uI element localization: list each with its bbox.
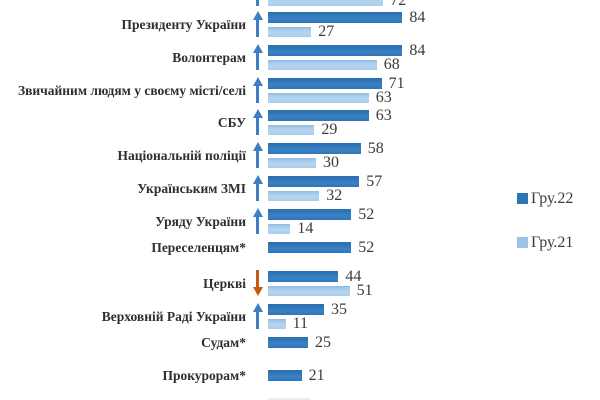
- trend-up-icon: [252, 303, 264, 330]
- cutoff-bar-sliver: [268, 398, 310, 400]
- bar-dec22: [268, 12, 403, 23]
- bar-value-dec22: 35: [331, 300, 347, 318]
- bar-dec22: [268, 242, 352, 253]
- bar-dec22: [268, 143, 361, 154]
- category-label: Національній поліції: [117, 148, 246, 163]
- bar-value-dec22: 52: [358, 238, 375, 256]
- bar-dec21: [268, 60, 377, 70]
- bar-dec22: [268, 176, 360, 187]
- trend-up-icon: [252, 44, 264, 71]
- bar-value-dec22: 57: [366, 172, 383, 190]
- legend-swatch-dec21: [517, 237, 528, 248]
- bar-value-dec22: 52: [358, 205, 375, 223]
- bar-value-dec21: 27: [318, 23, 335, 40]
- bar-value-dec21: 32: [326, 187, 343, 204]
- category-label: Верховній Раді України: [101, 309, 246, 324]
- bar-dec21: [268, 191, 320, 201]
- legend-label-dec21: Гру.21: [531, 234, 574, 251]
- bar-value-dec22: 21: [308, 366, 325, 384]
- bar-value-dec22: 25: [315, 333, 331, 351]
- category-label: Церкві: [203, 276, 246, 291]
- bar-value-dec21: 63: [375, 89, 392, 106]
- bar-dec22: [268, 209, 352, 220]
- bar-value-dec21: 11: [292, 315, 308, 332]
- bar-dec21: [268, 224, 291, 234]
- bar-dec22: [268, 337, 308, 348]
- bar-dec22: [268, 370, 302, 381]
- bar-dec21: [268, 0, 384, 6]
- trend-up-icon: [252, 109, 264, 136]
- trend-up-icon: [252, 175, 264, 202]
- category-label: Українським ЗМІ: [137, 181, 246, 196]
- bar-dec21: [268, 286, 350, 296]
- bar-value-dec21: 72: [390, 0, 407, 9]
- category-label: Уряду України: [155, 214, 246, 229]
- trend-down-icon: [252, 270, 264, 297]
- category-label: Прокурорам*: [162, 367, 246, 383]
- bar-dec21: [268, 125, 315, 135]
- trend-up-icon: [252, 77, 264, 104]
- bar-value-dec21: 29: [321, 121, 338, 138]
- legend-swatch-dec22: [517, 193, 528, 204]
- bar-dec21: [268, 158, 316, 168]
- bar-dec21: [268, 93, 369, 103]
- category-label: Волонтерам: [172, 50, 246, 65]
- bar-dec22: [268, 271, 339, 282]
- trend-up-icon: [252, 11, 264, 38]
- bar-value-dec22: 84: [409, 41, 426, 59]
- bar-value-dec21: 51: [356, 282, 373, 299]
- bar-value-dec22: 44: [345, 267, 362, 285]
- bar-dec22: [268, 304, 324, 315]
- category-label: СБУ: [217, 115, 246, 130]
- category-label: Звичайним людям у своєму місті/селі: [17, 83, 246, 98]
- legend-label-dec22: Гру.22: [531, 190, 574, 207]
- bar-dec21: [268, 27, 312, 37]
- category-label: Переселенцям*: [151, 239, 246, 255]
- trend-up-icon: [252, 208, 264, 235]
- bar-dec22: [268, 78, 382, 89]
- bar-value-dec22: 63: [375, 106, 392, 124]
- category-label: Президенту України: [121, 17, 246, 32]
- bar-dec22: [268, 110, 369, 121]
- bar-value-dec22: 84: [409, 8, 426, 26]
- bar-value-dec21: 14: [297, 220, 314, 237]
- trend-up-icon: [252, 142, 264, 169]
- category-label: Судам*: [201, 334, 246, 350]
- bar-dec22: [268, 45, 403, 56]
- bar-value-dec21: 30: [323, 154, 339, 171]
- bar-value-dec22: 71: [388, 74, 405, 92]
- bar-value-dec21: 68: [383, 56, 400, 73]
- bar-value-dec22: 58: [367, 139, 384, 157]
- bar-dec21: [268, 319, 286, 329]
- trend-up-icon: [252, 0, 264, 7]
